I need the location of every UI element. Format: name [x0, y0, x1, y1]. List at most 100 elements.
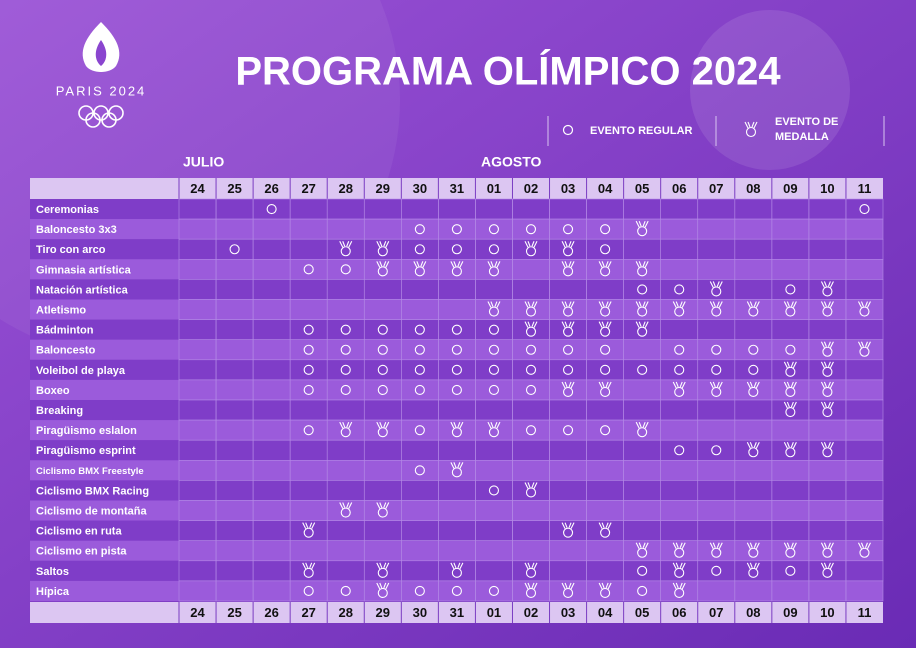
medal [748, 386, 759, 398]
medal [785, 386, 796, 398]
day-label: 25 [227, 605, 241, 620]
regular-event-icon [525, 425, 537, 436]
day-label: 09 [783, 605, 797, 620]
medal-event-icon [450, 462, 464, 478]
ribbon [450, 562, 464, 570]
regular-event-icon [600, 425, 611, 436]
ribbon [450, 261, 464, 268]
legend-medal-icon [744, 121, 758, 138]
ribbon [598, 321, 612, 328]
regular-event-icon [451, 585, 462, 597]
legend-regular: EVENTO REGULAR [590, 125, 693, 137]
regular-event-icon [414, 344, 425, 355]
ribbon [783, 542, 797, 549]
medal [340, 507, 351, 518]
medal [451, 266, 462, 277]
regular-event-icon [303, 264, 314, 275]
day-label: 02 [524, 605, 538, 620]
medal [785, 406, 796, 418]
row-bg [30, 379, 883, 400]
regular-event-icon [303, 585, 314, 597]
medal-event-icon [746, 381, 760, 398]
regular-event-icon [451, 364, 462, 375]
sport-label: Baloncesto [36, 345, 96, 357]
ribbon [524, 582, 538, 590]
legend: EVENTO REGULAR EVENTO DE MEDALLA [547, 116, 885, 146]
medal [414, 266, 425, 277]
ribbon [820, 562, 834, 570]
medal [600, 527, 611, 538]
medal [822, 386, 833, 398]
ribbon [857, 542, 871, 549]
medal [563, 587, 574, 599]
ribbon [820, 542, 834, 549]
row-bg [30, 580, 883, 601]
medal-event-icon [746, 562, 760, 578]
medal-event-icon [635, 220, 649, 237]
row-bg [30, 460, 883, 481]
medal [822, 306, 833, 317]
regular-event-icon [340, 384, 351, 396]
regular-event-icon [488, 224, 499, 235]
sport-label: Ciclismo BMX Racing [36, 485, 149, 497]
regular-event-icon [414, 585, 425, 597]
day-label: 05 [635, 605, 649, 620]
sport-label: Ciclismo de montaña [36, 505, 148, 517]
medal [822, 447, 833, 458]
medal [822, 366, 833, 377]
ribbon [820, 381, 834, 389]
day-label: 31 [450, 181, 464, 196]
day-label: 07 [709, 181, 723, 196]
ribbon [635, 421, 649, 429]
regular-event-icon [414, 364, 425, 375]
ribbon [598, 522, 612, 529]
sport-label: Bádminton [36, 325, 94, 337]
ribbon [820, 401, 834, 409]
day-label: 28 [339, 605, 353, 620]
sport-label: Ceremonias [36, 204, 99, 216]
day-label: 11 [858, 605, 872, 620]
medal [303, 527, 314, 538]
regular-event-icon [451, 384, 462, 396]
medal [711, 386, 722, 398]
month-label: AGOSTO [481, 154, 542, 170]
ribbon [339, 421, 353, 429]
medal-event-icon [672, 301, 686, 317]
decor [690, 10, 850, 170]
ribbon [709, 542, 723, 549]
day-label: 04 [598, 181, 613, 196]
regular-event-icon [785, 344, 796, 355]
medal [748, 447, 759, 458]
medal [600, 306, 611, 317]
regular-event-icon [600, 344, 611, 355]
regular-event-icon [377, 364, 388, 375]
regular-event-icon [711, 364, 722, 375]
medal-event-icon [598, 582, 612, 599]
ribbon [598, 301, 612, 308]
regular-event-icon [748, 364, 759, 375]
row-bg [30, 259, 883, 280]
sport-label: Natación artística [36, 284, 129, 296]
row-bg [30, 239, 883, 260]
row-bg [30, 299, 883, 320]
legend-medal-box: EVENTO DE MEDALLA [775, 116, 838, 143]
day-label: 08 [746, 605, 760, 620]
medal-event-icon [783, 401, 797, 418]
medal-event-icon [524, 482, 538, 498]
ribbon [746, 542, 760, 549]
ribbon [820, 442, 834, 449]
sport-label: Breaking [36, 405, 83, 417]
medal-event-icon [820, 341, 834, 357]
day-label: 25 [227, 181, 241, 196]
ribbon [561, 241, 575, 248]
row-bg [30, 480, 883, 501]
ribbon [524, 482, 538, 489]
medal [785, 447, 796, 458]
medal-event-icon [376, 261, 390, 277]
ribbon [672, 582, 686, 590]
regular-event-icon [303, 425, 314, 436]
ribbon [561, 522, 575, 529]
medal-event-icon [783, 361, 797, 377]
ribbon [561, 381, 575, 389]
